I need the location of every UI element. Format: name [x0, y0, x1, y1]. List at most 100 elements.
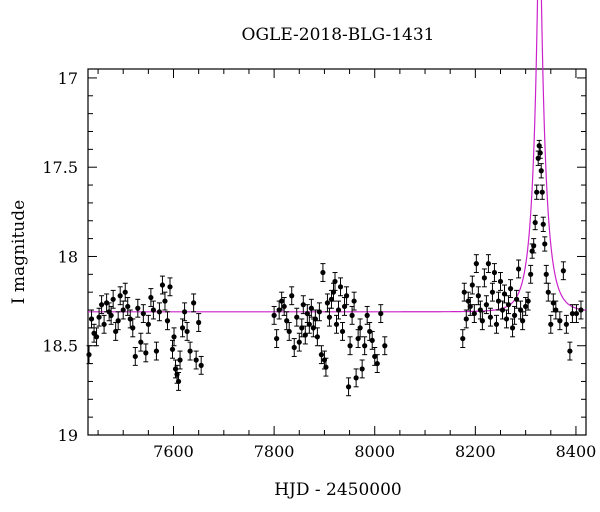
data-point: [110, 289, 116, 309]
data-point: [467, 297, 473, 316]
data-point: [138, 332, 144, 352]
data-point: [198, 355, 204, 375]
data-point: [101, 314, 107, 334]
data-point: [378, 304, 384, 324]
data-point: [167, 277, 173, 297]
data-point: [135, 298, 141, 318]
data-point: [531, 238, 537, 254]
data-point: [485, 254, 492, 274]
data-point: [291, 338, 297, 357]
x-tick-label: 8000: [354, 442, 395, 461]
data-point: [175, 372, 182, 391]
data-point: [501, 284, 508, 304]
data-point: [509, 318, 516, 338]
data-point: [515, 259, 522, 279]
data-point: [335, 300, 342, 320]
chart-title: OGLE-2018-BLG-1431: [242, 25, 435, 45]
data-point: [191, 293, 197, 313]
data-point: [153, 341, 160, 361]
data-point: [487, 307, 494, 327]
data-point: [91, 323, 97, 343]
data-point: [539, 184, 545, 200]
data-point: [294, 307, 300, 327]
data-point: [159, 275, 166, 295]
data-point: [281, 297, 287, 316]
data-point: [339, 322, 346, 341]
data-point: [314, 327, 320, 347]
data-point: [320, 263, 326, 282]
data-point: [318, 345, 325, 365]
data-point: [132, 347, 138, 366]
x-axis-title: HJD - 2450000: [274, 480, 402, 500]
data-point: [181, 302, 188, 322]
y-tick-label: 18.5: [42, 337, 78, 356]
data-point: [343, 286, 350, 306]
data-point: [359, 359, 365, 379]
axis-tick-labels: 7600 7800 8000 8200 8400 17 17.5 18 18.5 19: [42, 69, 596, 461]
data-point: [117, 286, 123, 306]
data-point: [525, 291, 531, 311]
data-point: [353, 368, 359, 388]
data-point: [573, 304, 580, 324]
microlensing-model-curve: [88, 0, 586, 313]
data-point: [463, 309, 469, 329]
data-point: [538, 163, 544, 179]
data-point: [483, 295, 489, 315]
data-point: [475, 286, 481, 306]
data-point: [286, 322, 292, 341]
x-tick-label: 8200: [455, 442, 496, 461]
data-point: [369, 330, 375, 350]
y-tick-label: 19: [58, 426, 78, 445]
data-point: [563, 314, 569, 334]
data-point: [196, 313, 202, 332]
data-point: [540, 216, 546, 232]
y-tick-label: 17.5: [42, 158, 78, 177]
data-point: [520, 311, 526, 331]
y-tick-label: 18: [58, 247, 78, 266]
data-point: [469, 275, 475, 295]
axis-ticks: [88, 69, 586, 436]
x-tick-label: 7600: [153, 442, 194, 461]
data-point: [347, 336, 353, 356]
data-point: [497, 272, 504, 291]
data-point: [481, 268, 487, 288]
data-point: [489, 282, 496, 302]
data-point: [113, 322, 119, 341]
data-point: [184, 322, 190, 341]
data-point: [93, 327, 100, 347]
data-point: [345, 377, 352, 397]
data-point: [284, 311, 290, 331]
data-point: [296, 332, 302, 352]
data-point: [323, 357, 329, 377]
data-point: [545, 282, 551, 302]
data-point: [382, 336, 388, 356]
data-point: [460, 329, 466, 349]
plot-frame: [87, 68, 587, 436]
data-point: [332, 272, 338, 291]
data-point: [115, 311, 121, 331]
data-point: [171, 327, 177, 347]
data-point: [271, 305, 277, 325]
data-point: [120, 300, 126, 320]
data-point: [553, 300, 559, 320]
y-axis-title: I magnitude: [9, 200, 29, 304]
data-point: [148, 288, 154, 307]
data-point: [145, 314, 151, 334]
data-point: [306, 314, 312, 334]
data-point: [536, 139, 542, 152]
data-point: [461, 282, 467, 302]
data-point: [316, 302, 322, 322]
data-point: [96, 307, 102, 327]
data-point: [543, 264, 549, 284]
data-point: [493, 314, 500, 334]
data-point: [528, 264, 534, 284]
data-point: [337, 277, 344, 297]
data-point: [169, 339, 176, 359]
data-point: [364, 305, 370, 325]
data-point: [542, 236, 548, 252]
data-point: [88, 309, 95, 329]
data-point: [143, 343, 149, 363]
data-point: [289, 286, 295, 306]
data-point: [473, 254, 479, 274]
